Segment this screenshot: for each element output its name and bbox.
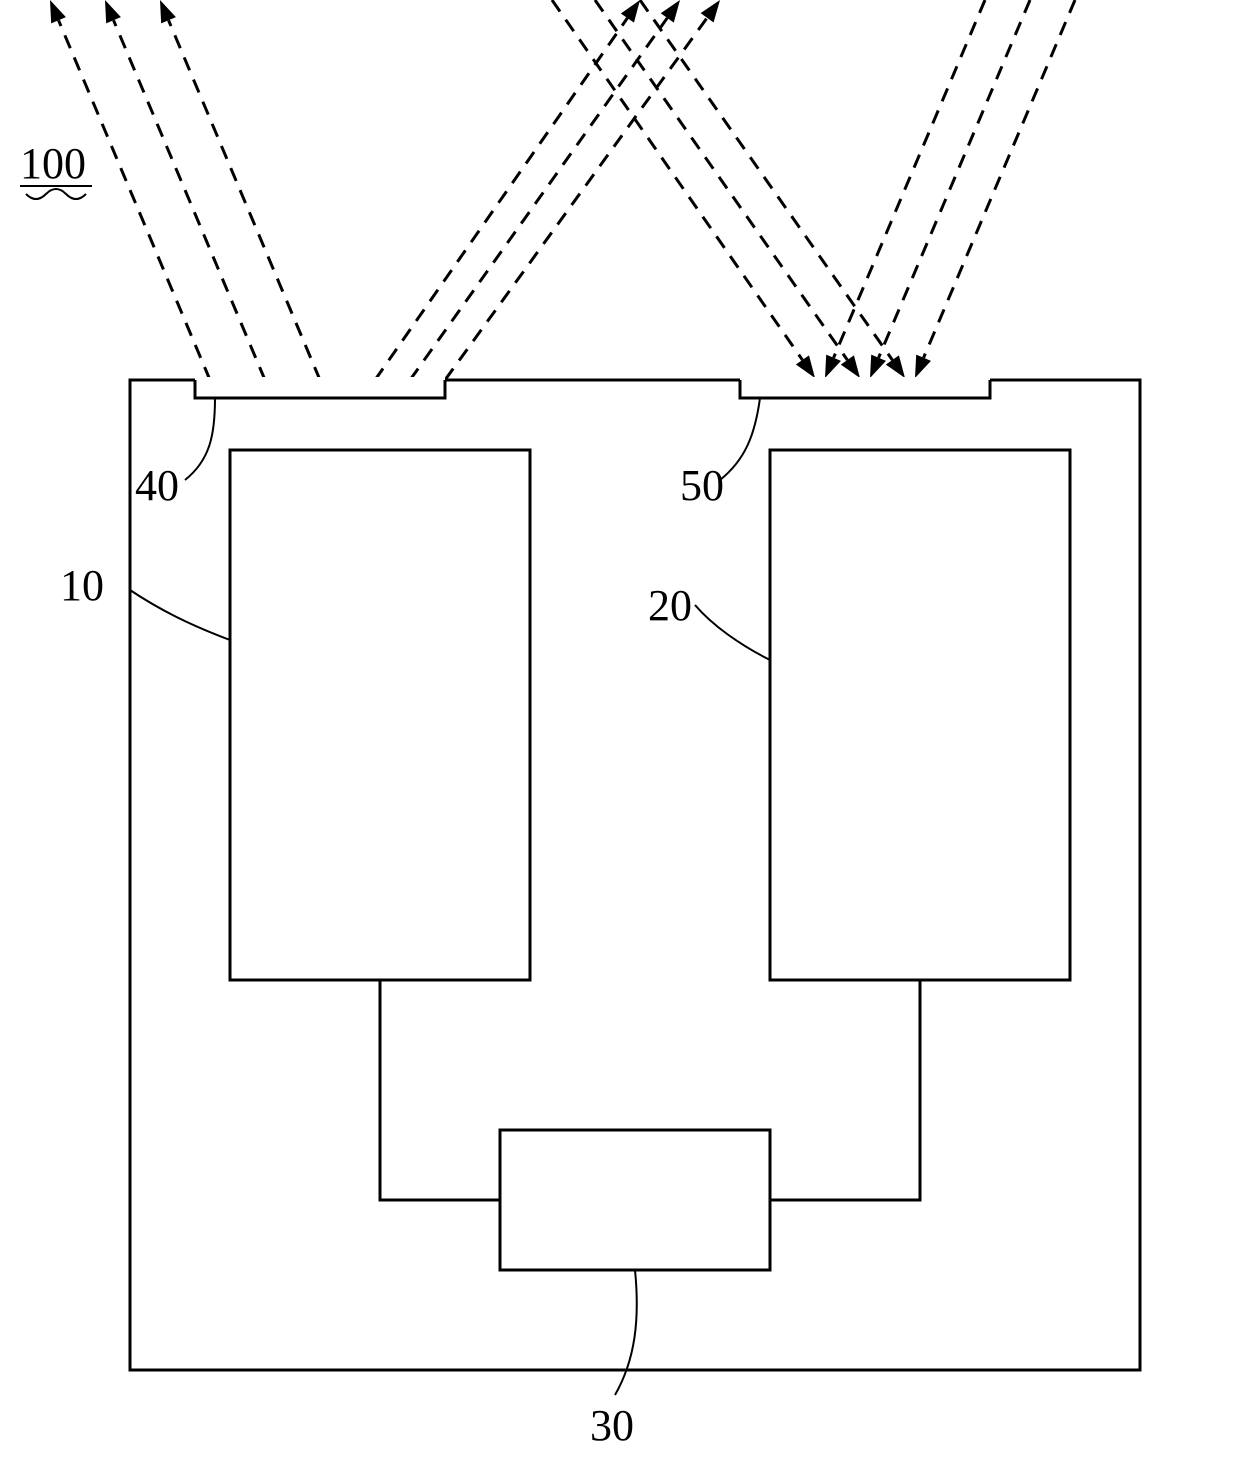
label-40: 40 bbox=[135, 461, 179, 510]
slot-right-mask bbox=[740, 377, 990, 383]
label-50: 50 bbox=[680, 461, 724, 510]
slot-left-mask bbox=[195, 377, 445, 383]
label-30: 30 bbox=[590, 1401, 634, 1450]
canvas-bg bbox=[0, 0, 1240, 1478]
label-20: 20 bbox=[648, 581, 692, 630]
label-100: 100 bbox=[20, 139, 86, 188]
label-10: 10 bbox=[60, 561, 104, 610]
